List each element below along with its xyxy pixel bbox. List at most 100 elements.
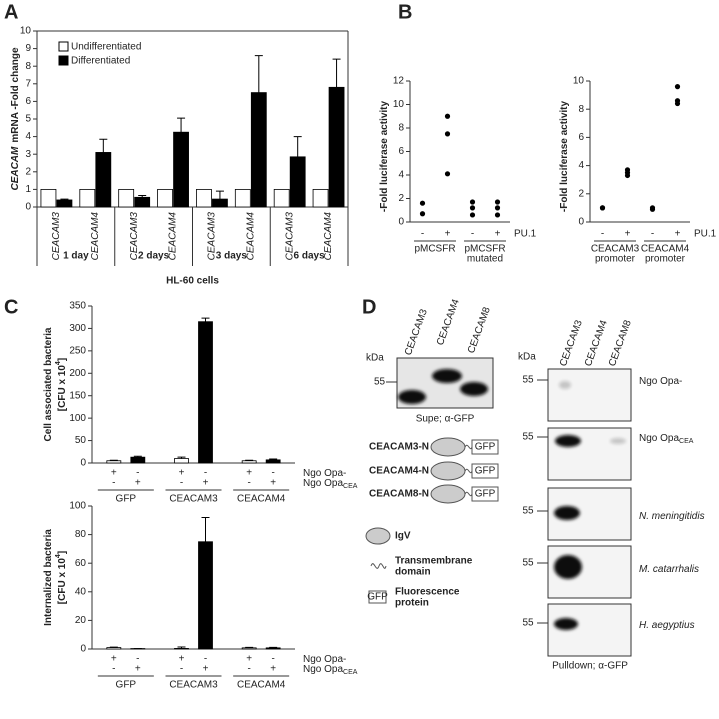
sign: + xyxy=(203,478,209,489)
legend-label: domain xyxy=(395,567,431,578)
category-label: CEACAM3 xyxy=(284,212,295,261)
error-bar xyxy=(60,198,69,200)
y-tick-label: 7 xyxy=(25,78,31,89)
blot-band xyxy=(610,438,626,444)
y-tick-label: 0 xyxy=(25,202,31,213)
point xyxy=(444,171,451,177)
sign: - xyxy=(204,654,207,665)
construct-label: CEACAM8-N xyxy=(369,489,429,500)
point xyxy=(649,206,656,212)
gfp-label: GFP xyxy=(475,442,496,453)
blot-band xyxy=(554,555,582,579)
error-bar xyxy=(201,317,210,322)
category-label: CEACAM3 xyxy=(169,494,218,505)
sign: + xyxy=(111,654,117,665)
category-label: CEACAM4 xyxy=(245,212,256,261)
sign: + xyxy=(135,478,141,489)
marker-label: 55 xyxy=(522,506,534,517)
legend-swatch xyxy=(58,41,69,52)
blot-caption: Supe; α-GFP xyxy=(416,414,475,425)
bar xyxy=(198,541,213,650)
row-label: H. aegyptius xyxy=(639,620,695,631)
category-label: - xyxy=(471,229,474,240)
category-label: GFP xyxy=(116,680,137,691)
y-tick-label: 8 xyxy=(398,123,404,134)
row-label: PU.1 xyxy=(694,229,717,240)
kda-label: kDa xyxy=(366,353,384,364)
category-label: CEACAM3 xyxy=(51,212,62,261)
y-tick-label: 8 xyxy=(578,104,584,115)
blot-caption: Pulldown; α-GFP xyxy=(552,661,628,672)
bar xyxy=(174,458,189,464)
sign: - xyxy=(112,664,115,675)
row-label-part: N. meningitidis xyxy=(639,511,705,522)
sign: - xyxy=(204,468,207,479)
category-label: - xyxy=(651,229,654,240)
tm-domain xyxy=(464,468,473,474)
blot xyxy=(547,427,632,481)
sign: - xyxy=(247,664,250,675)
y-tick-label: 80 xyxy=(75,529,87,540)
sign: + xyxy=(270,478,276,489)
y-axis-label-part: [CFU x 10 xyxy=(57,558,68,605)
y-axis-label-part: ] xyxy=(57,358,68,361)
row-label: Ngo OpaCEA xyxy=(303,478,358,490)
lane-label: CEACAM4 xyxy=(435,297,462,347)
legend-label: protein xyxy=(395,598,429,609)
bar xyxy=(241,460,257,464)
y-tick-label: 20 xyxy=(75,615,87,626)
y-axis-label-part: -Fold luciferase activity xyxy=(559,100,570,212)
sign: - xyxy=(136,654,139,665)
row-label: Ngo Opa- xyxy=(639,376,682,387)
igv-domain xyxy=(430,484,466,504)
y-axis-label: CEACAM mRNA -Fold change xyxy=(10,47,21,191)
y-tick-label: 12 xyxy=(393,76,405,87)
tm-domain xyxy=(464,491,473,497)
bar xyxy=(134,196,151,208)
group-label: 3 days xyxy=(216,251,248,262)
bar xyxy=(56,199,73,208)
category-label: CEACAM3 xyxy=(169,680,218,691)
y-axis-label-part: ] xyxy=(57,551,68,554)
bar xyxy=(79,188,96,208)
blot-band xyxy=(398,390,426,404)
bar xyxy=(40,188,57,208)
sign: + xyxy=(246,654,252,665)
point xyxy=(444,113,451,119)
marker-label: 55 xyxy=(522,618,534,629)
marker-label: 55 xyxy=(522,375,534,386)
gfp-box xyxy=(471,486,499,502)
legend-label: Fluorescence xyxy=(395,587,460,598)
row-label-part: H. aegyptius xyxy=(639,620,695,631)
point xyxy=(444,131,451,137)
y-tick-label: 6 xyxy=(25,96,31,107)
lane-label: CEACAM8 xyxy=(607,318,634,368)
group-label: 6 days xyxy=(294,251,326,262)
error-bar xyxy=(177,117,186,133)
row-label: Ngo OpaCEA xyxy=(639,433,694,445)
category-label: CEACAM4 xyxy=(323,212,334,261)
y-axis-label-part: [CFU x 10 xyxy=(57,365,68,412)
category-label: + xyxy=(445,229,451,240)
row-label-sub: CEA xyxy=(343,669,358,676)
y-tick-label: 0 xyxy=(80,644,86,655)
group-label: 2 days xyxy=(138,251,170,262)
sign: - xyxy=(271,468,274,479)
error-bar xyxy=(254,55,263,93)
blot-band xyxy=(559,381,571,389)
blot-band xyxy=(460,382,488,396)
blot-band xyxy=(432,369,462,383)
y-axis-label-part: mRNA -Fold change xyxy=(10,47,21,143)
sign: - xyxy=(112,478,115,489)
sign: + xyxy=(135,664,141,675)
point xyxy=(494,212,501,218)
row-label-part: Ngo Opa- xyxy=(303,654,346,665)
y-tick-label: 6 xyxy=(398,146,404,157)
category-label: + xyxy=(495,229,501,240)
y-tick-label: 1 xyxy=(25,184,31,195)
blot xyxy=(547,603,632,657)
bar xyxy=(212,198,228,208)
bar xyxy=(234,188,251,208)
row-label-part: Ngo Opa- xyxy=(303,468,346,479)
